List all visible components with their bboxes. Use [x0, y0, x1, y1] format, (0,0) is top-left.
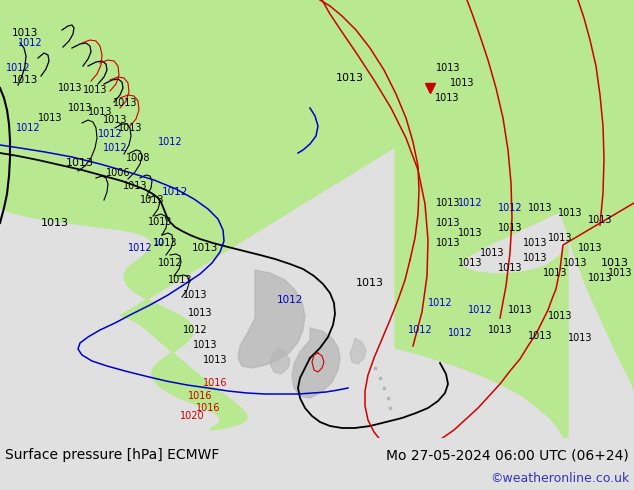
- Text: 1013: 1013: [436, 238, 460, 248]
- Text: 1013: 1013: [436, 218, 460, 228]
- Text: 1013: 1013: [12, 28, 38, 38]
- Text: 1013: 1013: [153, 238, 178, 248]
- Text: 1013: 1013: [168, 275, 192, 285]
- Text: 1013: 1013: [508, 305, 533, 315]
- Text: 1012: 1012: [158, 137, 183, 147]
- Text: ©weatheronline.co.uk: ©weatheronline.co.uk: [489, 471, 629, 485]
- Text: 1013: 1013: [588, 215, 612, 225]
- Text: 1013: 1013: [578, 243, 602, 253]
- Text: 1013: 1013: [436, 198, 460, 208]
- Text: 1020: 1020: [179, 411, 204, 421]
- Text: 1013: 1013: [488, 325, 512, 335]
- Text: 1013: 1013: [548, 233, 573, 243]
- Text: 1016: 1016: [196, 403, 220, 413]
- Text: 1013: 1013: [356, 278, 384, 288]
- Text: 1013: 1013: [113, 98, 137, 108]
- Text: 1016: 1016: [188, 391, 212, 401]
- Text: 1013: 1013: [527, 203, 552, 213]
- Text: 1013: 1013: [608, 268, 632, 278]
- Text: 1012: 1012: [458, 198, 482, 208]
- Text: 1012: 1012: [127, 243, 152, 253]
- Text: 1013: 1013: [192, 243, 218, 253]
- Text: 10: 10: [153, 238, 163, 246]
- Polygon shape: [238, 270, 305, 368]
- Text: 1012: 1012: [103, 143, 127, 153]
- Text: 1012: 1012: [183, 325, 207, 335]
- Text: 1013: 1013: [523, 238, 547, 248]
- Text: 1013: 1013: [68, 103, 93, 113]
- Polygon shape: [0, 0, 634, 430]
- Text: 1012: 1012: [277, 295, 303, 305]
- Text: 1013: 1013: [188, 308, 212, 318]
- Text: 1013: 1013: [66, 158, 94, 168]
- Text: 1012: 1012: [428, 298, 452, 308]
- Text: 1012: 1012: [18, 38, 42, 48]
- Text: 1013: 1013: [548, 311, 573, 321]
- Text: 1012: 1012: [158, 258, 183, 268]
- Text: 1012: 1012: [408, 325, 432, 335]
- Text: 1013: 1013: [193, 340, 217, 350]
- Text: 1013: 1013: [38, 113, 62, 123]
- Text: 1013: 1013: [123, 181, 147, 191]
- Text: 1013: 1013: [588, 273, 612, 283]
- Text: 1013: 1013: [148, 217, 172, 227]
- Text: 1013: 1013: [458, 228, 482, 238]
- Text: 1006: 1006: [106, 168, 130, 178]
- Text: 1013: 1013: [601, 258, 629, 268]
- Text: 1013: 1013: [563, 258, 587, 268]
- Text: 1013: 1013: [87, 107, 112, 117]
- Polygon shape: [270, 348, 290, 374]
- Text: 1013: 1013: [558, 208, 582, 218]
- Text: 1013: 1013: [458, 258, 482, 268]
- Text: 1012: 1012: [498, 203, 522, 213]
- Text: 1013: 1013: [183, 290, 207, 300]
- Text: 1013: 1013: [450, 78, 474, 88]
- Text: 1013: 1013: [436, 63, 460, 73]
- Text: 1013: 1013: [435, 93, 459, 103]
- Text: 1012: 1012: [468, 305, 493, 315]
- Text: 1013: 1013: [543, 268, 567, 278]
- Text: 1008: 1008: [126, 153, 150, 163]
- Polygon shape: [395, 0, 634, 450]
- Text: 1016: 1016: [203, 378, 227, 388]
- Text: 1013: 1013: [523, 253, 547, 263]
- Text: 1013: 1013: [139, 195, 164, 205]
- Text: 1013: 1013: [203, 355, 227, 365]
- Text: 1013: 1013: [58, 83, 82, 93]
- Text: 1012: 1012: [448, 328, 472, 338]
- Text: 1013: 1013: [498, 223, 522, 233]
- Text: 1012: 1012: [162, 187, 188, 197]
- Text: 1013: 1013: [498, 263, 522, 273]
- Text: 1013: 1013: [118, 123, 142, 133]
- Text: 1013: 1013: [527, 331, 552, 341]
- Text: 1012: 1012: [16, 123, 41, 133]
- Polygon shape: [292, 328, 340, 398]
- Text: 1013: 1013: [41, 218, 69, 228]
- Text: 1013: 1013: [12, 75, 38, 85]
- Text: Mo 27-05-2024 06:00 UTC (06+24): Mo 27-05-2024 06:00 UTC (06+24): [386, 448, 629, 462]
- Text: 1012: 1012: [6, 63, 30, 73]
- Polygon shape: [350, 338, 366, 364]
- Text: 1012: 1012: [98, 129, 122, 139]
- Text: Surface pressure [hPa] ECMWF: Surface pressure [hPa] ECMWF: [5, 448, 219, 462]
- Text: 1013: 1013: [103, 115, 127, 125]
- Text: 1013: 1013: [83, 85, 107, 95]
- Text: 1013: 1013: [568, 333, 592, 343]
- Text: 1013: 1013: [480, 248, 504, 258]
- Text: 1013: 1013: [336, 73, 364, 83]
